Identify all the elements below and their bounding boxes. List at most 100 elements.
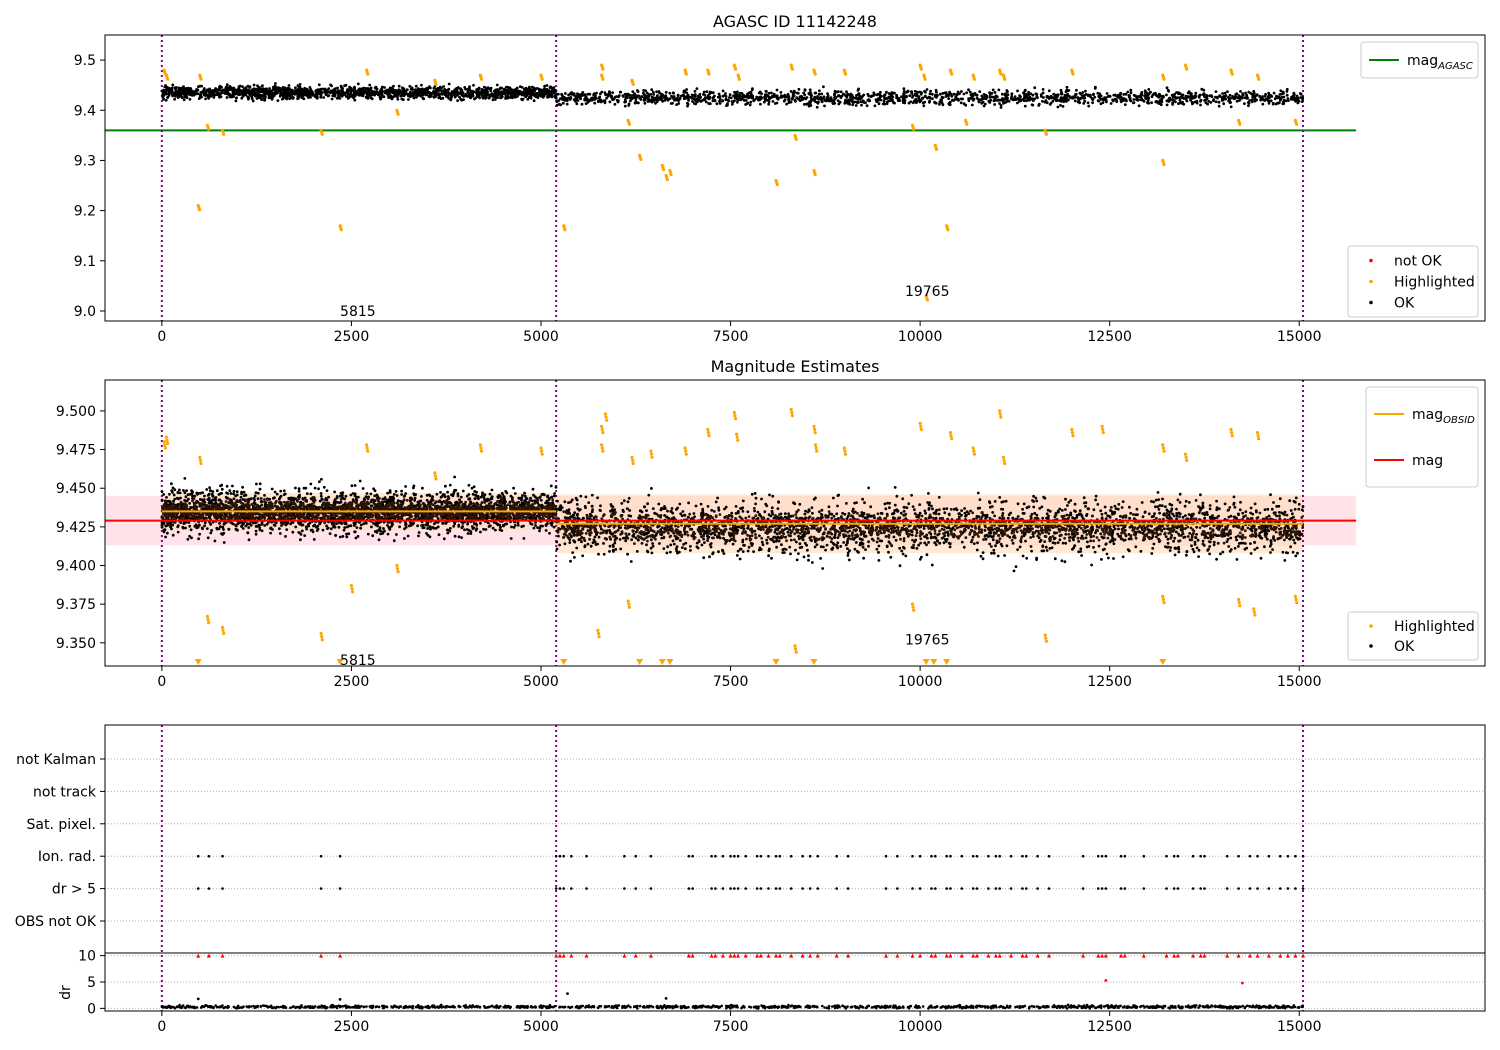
- ok-point: [763, 93, 767, 97]
- ok-point: [857, 92, 861, 96]
- ok-point: [337, 525, 341, 529]
- ok-point: [1171, 95, 1175, 99]
- ok-point: [1019, 99, 1023, 103]
- ok-point: [490, 488, 494, 492]
- ok-point: [856, 98, 860, 101]
- highlighted-point: [207, 127, 211, 131]
- ok-point: [467, 86, 471, 90]
- ok-point: [813, 91, 817, 95]
- ok-point: [695, 87, 699, 90]
- ok-point: [244, 90, 248, 93]
- ok-point: [396, 90, 400, 93]
- ok-point: [361, 487, 365, 490]
- ok-point: [467, 483, 471, 487]
- ok-point: [398, 525, 401, 529]
- ok-point: [959, 101, 963, 105]
- ok-point: [947, 97, 951, 100]
- ok-point: [670, 94, 673, 98]
- highlighted-point: [396, 112, 400, 116]
- ok-point: [456, 86, 460, 89]
- ok-point: [220, 487, 224, 491]
- ok-point: [1209, 101, 1213, 104]
- ok-point: [370, 504, 374, 508]
- ok-point: [927, 95, 931, 99]
- ok-point: [1147, 88, 1151, 91]
- ok-point: [672, 95, 676, 98]
- ok-point: [296, 84, 300, 87]
- ok-point: [997, 88, 1001, 92]
- ok-point: [517, 93, 520, 96]
- ok-point: [466, 90, 470, 94]
- ok-point: [548, 86, 552, 89]
- ok-point: [412, 91, 416, 94]
- ok-point: [1089, 95, 1092, 98]
- ok-point: [1083, 99, 1087, 103]
- ok-point: [188, 97, 192, 101]
- ok-point: [228, 87, 232, 91]
- ok-point: [655, 96, 659, 99]
- ok-point: [453, 88, 457, 92]
- ok-point: [356, 495, 360, 499]
- ok-point: [1060, 92, 1064, 96]
- ok-point: [364, 521, 368, 525]
- ok-point: [166, 531, 169, 535]
- ok-point: [807, 104, 811, 108]
- highlighted-point: [665, 177, 669, 182]
- ok-point: [397, 84, 401, 88]
- ok-point: [1174, 100, 1177, 104]
- ok-point: [644, 95, 647, 99]
- plot-frame: [104, 34, 1486, 322]
- ok-point: [232, 489, 236, 493]
- ok-point: [440, 86, 443, 90]
- ok-point: [229, 492, 233, 495]
- ok-point: [903, 99, 906, 102]
- ok-point: [319, 95, 323, 99]
- highlighted-point: [923, 77, 927, 81]
- ok-point: [1184, 94, 1188, 98]
- highlighted-point: [934, 147, 939, 151]
- ok-point: [197, 85, 200, 89]
- y-tick-label: 9.3: [74, 153, 96, 169]
- ok-point: [1140, 91, 1144, 94]
- ok-point: [317, 83, 321, 87]
- ok-point: [759, 97, 763, 101]
- ok-point: [520, 501, 524, 505]
- ok-point: [359, 526, 362, 530]
- ok-point: [400, 86, 404, 90]
- ok-point: [826, 96, 829, 99]
- ok-point: [370, 525, 373, 529]
- ok-point: [597, 100, 600, 104]
- ok-point: [636, 89, 639, 92]
- ok-point: [218, 522, 221, 525]
- highlighted-point: [912, 127, 916, 131]
- ok-point: [518, 496, 522, 500]
- ok-point: [705, 90, 709, 93]
- ok-point: [928, 92, 932, 96]
- ok-point: [1016, 89, 1019, 93]
- ok-point: [218, 85, 222, 89]
- ok-point: [445, 95, 448, 98]
- ok-point: [600, 90, 604, 94]
- ok-point: [837, 90, 840, 93]
- ok-point: [279, 489, 283, 493]
- ok-point: [971, 94, 975, 98]
- ok-point: [213, 93, 217, 97]
- ok-point: [1061, 105, 1065, 108]
- ok-point: [1214, 90, 1218, 93]
- ok-point: [484, 528, 488, 531]
- ok-point: [279, 87, 282, 90]
- ok-point: [787, 95, 791, 99]
- ok-point: [958, 92, 961, 96]
- ok-point: [477, 86, 481, 90]
- ok-point: [494, 90, 497, 94]
- ok-point: [988, 91, 991, 94]
- ok-point: [427, 90, 431, 94]
- ok-point: [1173, 92, 1176, 96]
- ok-point: [450, 493, 453, 497]
- ok-point: [203, 494, 206, 498]
- ok-point: [1061, 98, 1065, 102]
- ok-point: [413, 496, 417, 500]
- ok-point: [327, 495, 330, 499]
- ok-point: [647, 97, 650, 101]
- ok-point: [934, 93, 937, 97]
